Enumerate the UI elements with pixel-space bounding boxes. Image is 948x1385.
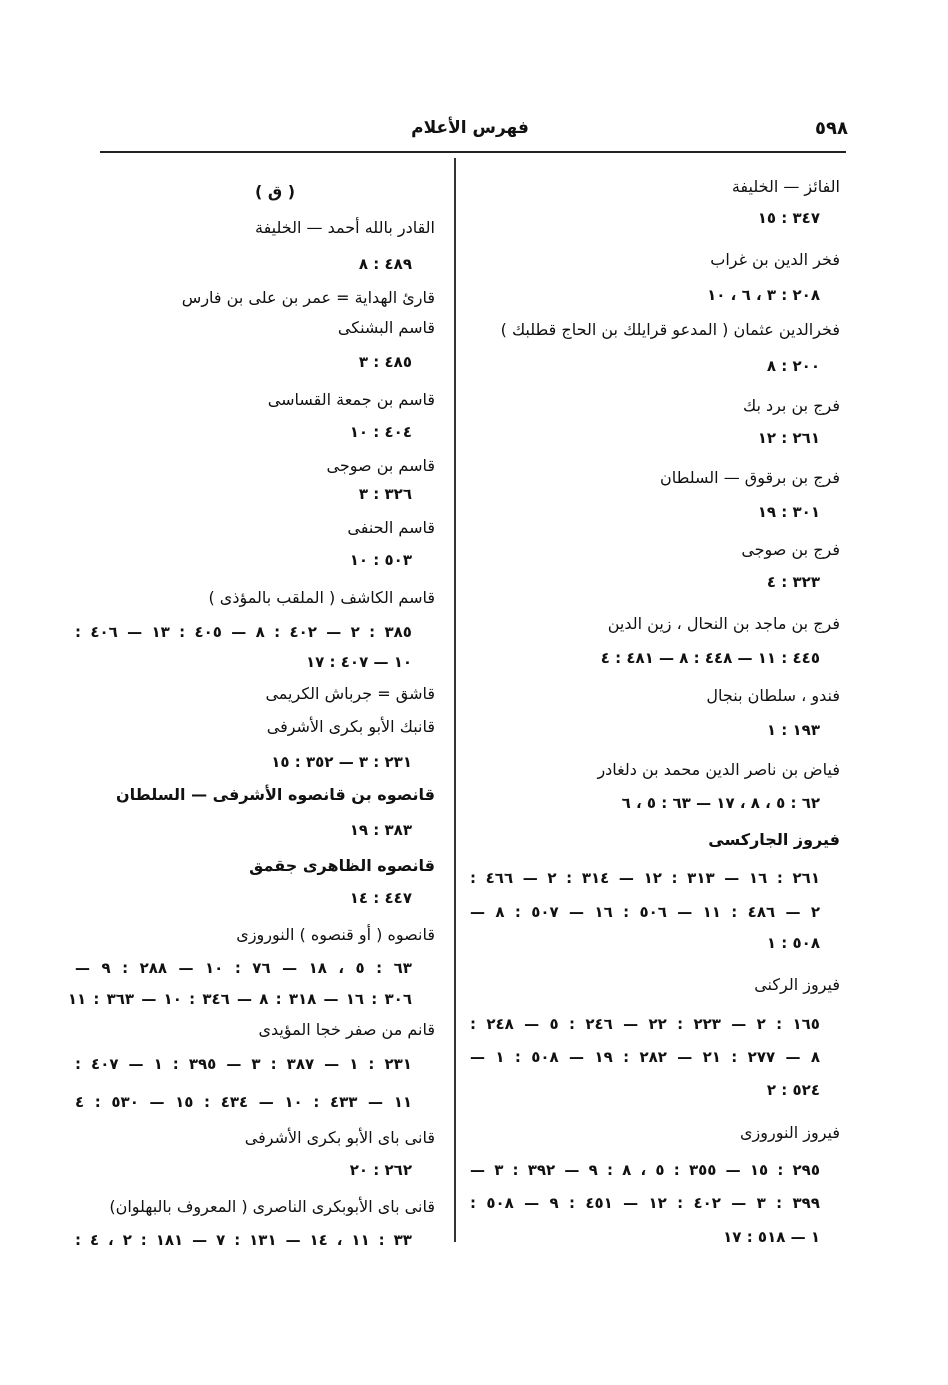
index-entry-name: فيروز الجاركسى <box>708 830 840 849</box>
index-entry-name: قارئ الهداية = عمر بن على بن فارس <box>181 288 435 307</box>
index-page-refs: ٢٦٢ : ٢٠ <box>349 1161 412 1179</box>
index-page-refs: ٢٣١ : ١ — ٣٨٧ : ٣ — ٣٩٥ : ١ — ٤٠٧ : <box>75 1055 412 1073</box>
index-entry-name: قاسم بن جمعة القساسى <box>267 390 435 409</box>
index-page-refs: ٤٨٩ : ٨ <box>358 255 412 273</box>
index-page-refs: ٢٦١ : ١٦ — ٣١٣ : ١٢ — ٣١٤ : ٢ — ٤٦٦ : <box>470 869 820 887</box>
index-page-refs: ٣٠٦ : ١٦ — ٣١٨ : ٨ — ٣٤٦ : ١٠ — ٣٦٣ : ١١ <box>67 990 412 1008</box>
index-page-refs: ٣٩٩ : ٣ — ٤٠٢ : ١٢ — ٤٥١ : ٩ — ٥٠٨ : <box>470 1194 820 1212</box>
index-page-refs: ٢ — ٤٨٦ : ١١ — ٥٠٦ : ١٦ — ٥٠٧ : ٨ — <box>470 903 821 921</box>
index-page-refs: ٨ — ٢٧٧ : ٢١ — ٢٨٢ : ١٩ — ٥٠٨ : ١ — <box>470 1048 821 1066</box>
index-page-refs: ٢٩٥ : ١٥ — ٣٥٥ : ٥ ، ٨ : ٩ — ٣٩٢ : ٣ — <box>470 1161 820 1179</box>
column-divider <box>454 158 456 1242</box>
index-entry-name: قاسم بن صوجى <box>326 456 435 475</box>
index-entry-name: قاسم الحنفى <box>347 518 435 537</box>
index-page-refs: ٥٢٤ : ٢ <box>766 1081 820 1099</box>
index-page-refs: ١١ — ٤٣٣ : ١٠ — ٤٣٤ : ١٥ — ٥٣٠ : ٤ <box>75 1093 412 1111</box>
index-entry-name: قانصوه بن قانصوه الأشرفى — السلطان <box>115 785 435 804</box>
index-entry-name: فرج بن ماجد بن النحال ، زين الدين <box>607 614 840 633</box>
index-entry-name: فخرالدين عثمان ( المدعو قرايلك بن الحاج … <box>500 320 840 339</box>
index-entry-name: الفائز — الخليفة <box>731 177 840 196</box>
index-page-refs: ٥٠٣ : ١٠ <box>349 551 412 569</box>
index-page-refs: ٣٨٥ : ٢ — ٤٠٢ : ٨ — ٤٠٥ : ١٣ — ٤٠٦ : <box>75 623 412 641</box>
index-page-refs: ٤٨٥ : ٣ <box>358 353 412 371</box>
index-page-refs: ٣٠١ : ١٩ <box>757 503 820 521</box>
index-entry-name: قانبك الأبو بكرى الأشرفى <box>266 717 435 736</box>
index-page-refs: ٣٨٣ : ١٩ <box>349 821 412 839</box>
index-page-refs: ٣٣ : ١١ ، ١٤ — ١٣١ : ٧ — ١٨١ : ٢ ، ٤ : <box>75 1231 412 1249</box>
index-entry-name: قانى باى الأبوبكرى الناصرى ( المعروف بال… <box>109 1197 435 1216</box>
index-entry-name: قانم من صفر خجا المؤيدى <box>258 1020 435 1039</box>
index-entry-name: قانصوه ( أو قنصوه ) النوروزى <box>236 925 435 944</box>
index-entry-name: فخر الدين بن غراب <box>710 250 840 269</box>
index-entry-name: فيروز النوروزى <box>740 1123 840 1142</box>
index-page-refs: ٢٠٨ : ٣ ، ٦ ، ١٠ <box>707 286 820 304</box>
index-entry-name: فياض بن ناصر الدين محمد بن دلغادر <box>597 760 840 779</box>
index-page-refs: ٥٠٨ : ١ <box>766 934 820 952</box>
index-entry-name: قانى باى الأبو بكرى الأشرفى <box>244 1128 435 1147</box>
index-entry-name: القادر بالله أحمد — الخليفة <box>255 218 435 237</box>
index-entry-name: فيروز الركنى <box>754 975 840 994</box>
index-entry-name: قاشق = جرباش الكريمى <box>265 684 435 703</box>
index-page-refs: ٤٤٧ : ١٤ <box>349 889 412 907</box>
index-page-refs: ١٩٣ : ١ <box>766 721 820 739</box>
index-entry-name: فرج بن برد بك <box>742 396 840 415</box>
index-page-refs: ٢٦١ : ١٢ <box>757 429 820 447</box>
index-entry-name: قاسم الكاشف ( الملقب بالمؤذى ) <box>208 588 435 607</box>
index-page-refs: ٦٢ : ٥ ، ٨ ، ١٧ — ٦٣ : ٥ ، ٦ <box>621 794 820 812</box>
index-page-refs: ١٠ — ٤٠٧ : ١٧ <box>306 653 412 671</box>
index-page-refs: ٣٤٧ : ١٥ <box>757 209 820 227</box>
index-entry-name: قانصوه الظاهرى جقمق <box>249 856 435 875</box>
index-entry-name: قاسم البشنكى <box>337 318 435 337</box>
index-entry-name: فرج بن صوجى <box>741 540 840 559</box>
index-page-refs: ٤٤٥ : ١١ — ٤٤٨ : ٨ — ٤٨١ : ٤ <box>600 649 820 667</box>
index-page-refs: ٤٠٤ : ١٠ <box>349 423 412 441</box>
index-page-refs: ٣٢٦ : ٣ <box>358 485 412 503</box>
index-page-refs: ٢٠٠ : ٨ <box>766 357 820 375</box>
index-page-refs: ٣٢٣ : ٤ <box>766 573 820 591</box>
section-letter-heading: ( ق ) <box>254 182 296 201</box>
index-entry-name: فرج بن برقوق — السلطان <box>659 468 840 487</box>
index-page-refs: ١٦٥ : ٢ — ٢٢٣ : ٢٢ — ٢٤٦ : ٥ — ٢٤٨ : <box>470 1015 820 1033</box>
page-number: ٥٩٨ <box>815 118 848 139</box>
index-entry-name: فندو ، سلطان بنجال <box>706 686 840 705</box>
header-rule <box>100 151 846 153</box>
index-page-refs: ٦٣ : ٥ ، ١٨ — ٧٦ : ١٠ — ٢٨٨ : ٩ — <box>75 959 412 977</box>
index-page-refs: ١ — ٥١٨ : ١٧ <box>723 1228 820 1246</box>
index-page-refs: ٢٣١ : ٣ — ٣٥٢ : ١٥ <box>271 753 412 771</box>
running-title: فهرس الأعلام <box>411 118 529 138</box>
